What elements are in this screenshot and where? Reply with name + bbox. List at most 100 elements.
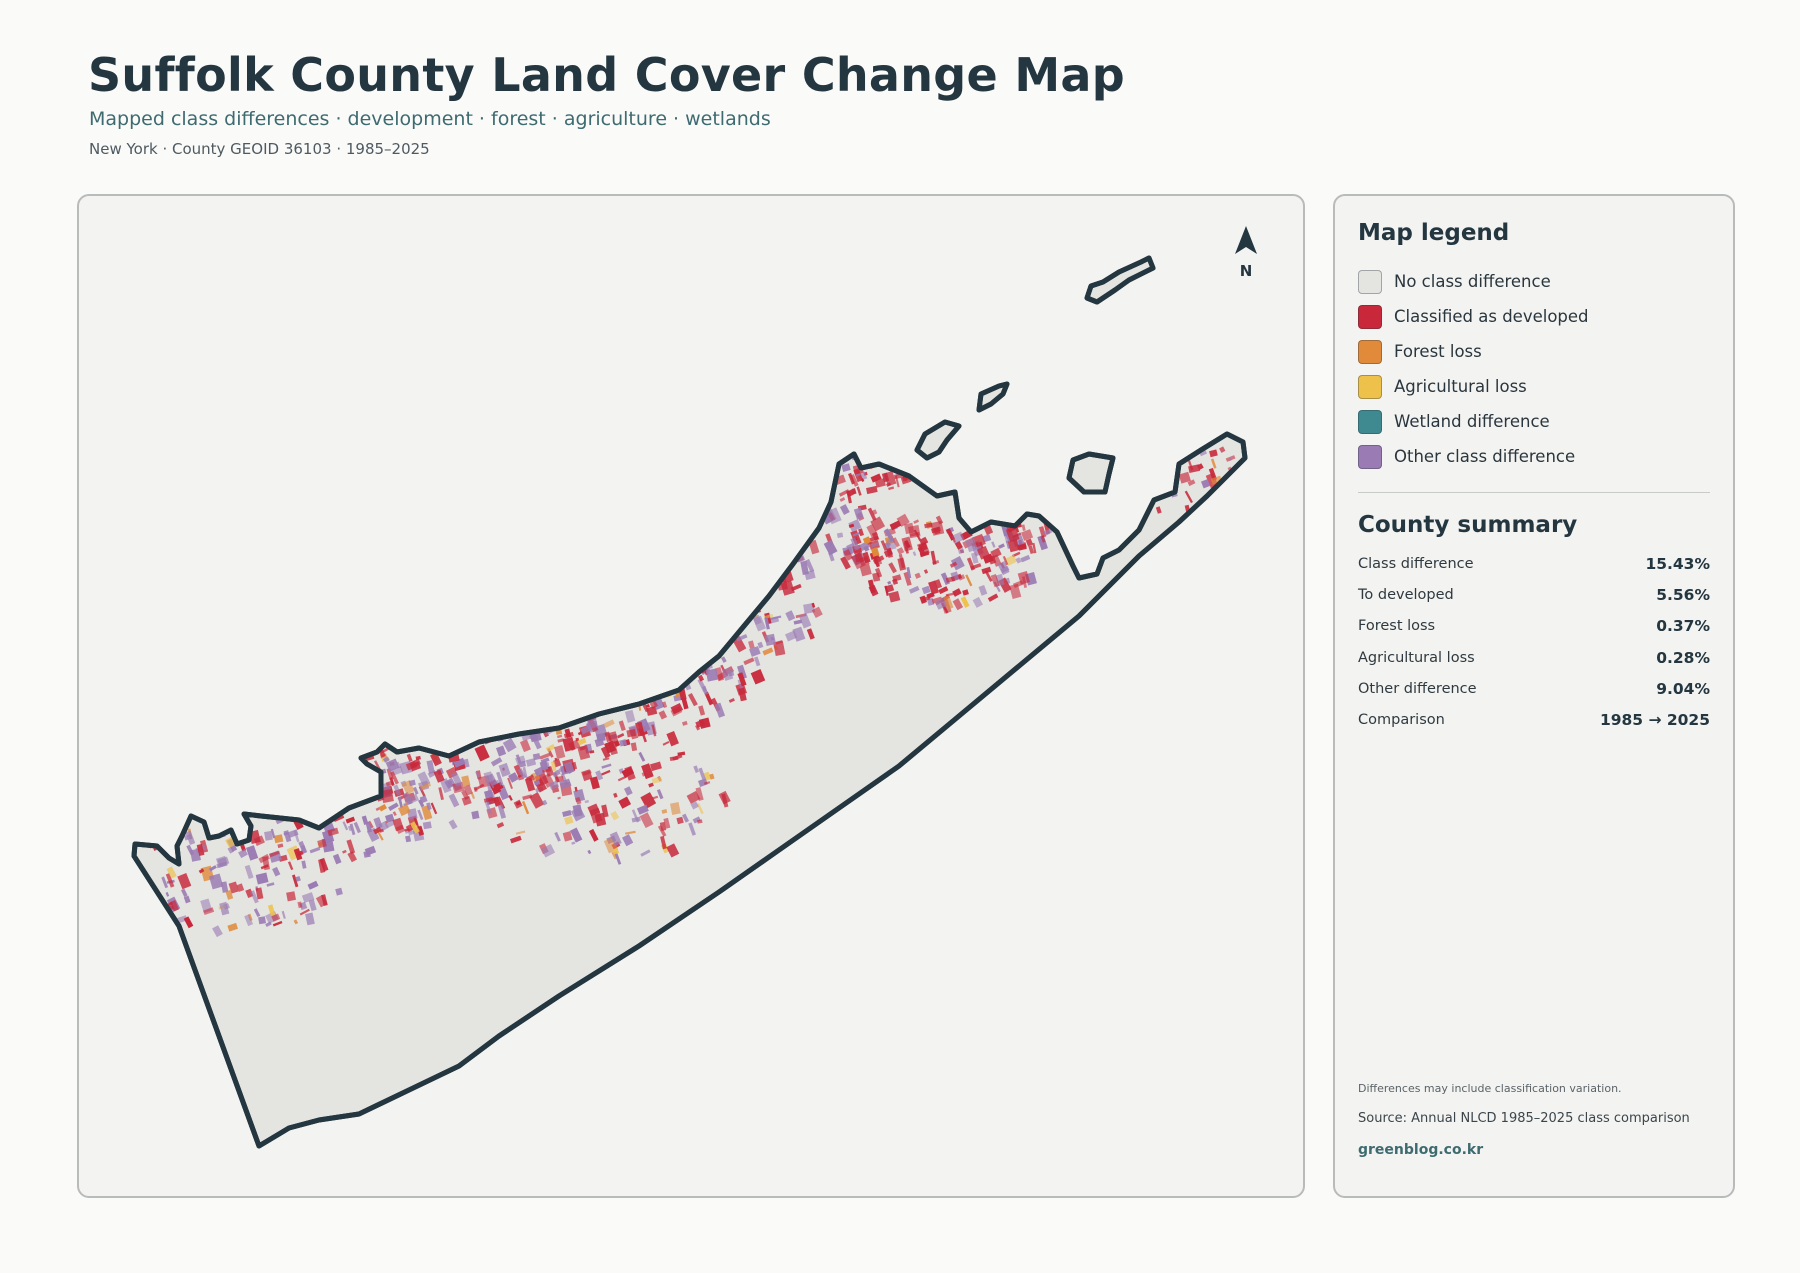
change-pixel [858, 528, 864, 537]
change-pixel [669, 755, 679, 762]
change-pixel [458, 688, 471, 702]
change-pixel [679, 593, 691, 607]
change-pixel [451, 689, 465, 703]
change-pixel [704, 646, 711, 656]
change-pixel [459, 709, 471, 718]
change-pixel [683, 515, 697, 532]
change-pixel [870, 516, 886, 532]
change-pixel [971, 552, 979, 564]
change-pixel [454, 691, 461, 699]
change-pixel [473, 700, 477, 705]
change-pixel [326, 691, 336, 701]
change-pixel [734, 557, 741, 562]
change-pixel [450, 771, 463, 787]
change-pixel [264, 830, 273, 841]
change-pixel [327, 827, 339, 837]
change-pixel [924, 522, 933, 529]
change-pixel [561, 633, 576, 648]
change-pixel [757, 641, 764, 649]
change-pixel [562, 810, 572, 818]
change-pixel [508, 794, 513, 801]
change-pixel [1174, 450, 1183, 456]
change-pixel [1155, 506, 1162, 514]
change-pixel [380, 789, 394, 804]
change-pixel [712, 615, 722, 625]
change-pixel [591, 668, 603, 679]
change-pixel [992, 470, 1002, 477]
change-pixel [931, 596, 943, 604]
change-pixel [408, 700, 420, 715]
change-pixel [743, 605, 749, 610]
change-pixel [438, 787, 444, 801]
change-pixel [652, 685, 664, 693]
change-pixel [382, 756, 390, 763]
change-pixel [709, 625, 716, 634]
change-pixel [619, 622, 624, 628]
change-pixel [1155, 451, 1169, 466]
change-pixel [356, 675, 363, 687]
change-pixel [454, 726, 466, 738]
summary-label: Forest loss [1358, 618, 1436, 635]
change-pixel [487, 650, 493, 655]
change-pixel [390, 771, 399, 785]
change-pixel [567, 635, 579, 648]
legend-swatch [1358, 304, 1382, 329]
change-pixel [746, 481, 757, 496]
change-pixel [465, 683, 471, 689]
site-link[interactable]: greenblog.co.kr [1358, 1142, 1484, 1158]
change-pixel [304, 811, 309, 815]
change-pixel [383, 660, 394, 674]
change-pixel [176, 915, 188, 924]
change-pixel [892, 574, 902, 582]
change-pixel [333, 763, 341, 775]
change-pixel [805, 487, 811, 493]
county-map[interactable]: N [79, 196, 1303, 1196]
change-pixel [1137, 487, 1147, 498]
change-pixel [742, 559, 756, 571]
change-pixel [1057, 500, 1064, 505]
change-pixel [843, 549, 854, 561]
change-pixel [714, 616, 721, 626]
change-pixel [325, 808, 333, 817]
change-pixel [596, 603, 606, 612]
change-pixel [425, 642, 434, 654]
change-pixel [624, 709, 636, 723]
change-pixel [646, 606, 651, 612]
change-pixel [681, 566, 690, 572]
change-pixel [443, 740, 454, 750]
change-pixel [433, 769, 445, 783]
change-pixel [305, 776, 316, 785]
change-pixel [142, 891, 151, 902]
change-pixel [681, 560, 693, 576]
change-pixel [485, 642, 498, 657]
change-pixel [221, 813, 228, 818]
change-pixel [497, 804, 507, 819]
change-pixel [538, 678, 553, 693]
change-pixel [520, 645, 529, 658]
change-pixel [983, 510, 993, 521]
map-panel[interactable]: N [77, 194, 1305, 1198]
change-pixel [243, 786, 255, 801]
change-pixel [525, 758, 537, 767]
change-pixel [541, 694, 548, 704]
change-pixel [793, 619, 803, 625]
change-pixel [492, 694, 498, 701]
change-pixel [863, 437, 872, 450]
change-pixel [962, 589, 969, 596]
change-pixel [481, 730, 488, 737]
change-pixel [347, 851, 358, 863]
change-pixel [656, 657, 664, 672]
change-pixel [687, 665, 694, 676]
change-pixel [306, 733, 319, 749]
change-pixel [587, 803, 601, 817]
change-pixel [422, 821, 432, 830]
change-pixel [1110, 514, 1118, 527]
change-pixel [958, 574, 966, 581]
change-pixel [871, 509, 878, 515]
change-pixel [913, 519, 920, 524]
change-pixel [554, 775, 564, 783]
change-pixel [548, 780, 560, 790]
change-pixel [239, 790, 251, 805]
change-pixel [577, 635, 584, 648]
change-pixel [764, 521, 779, 536]
